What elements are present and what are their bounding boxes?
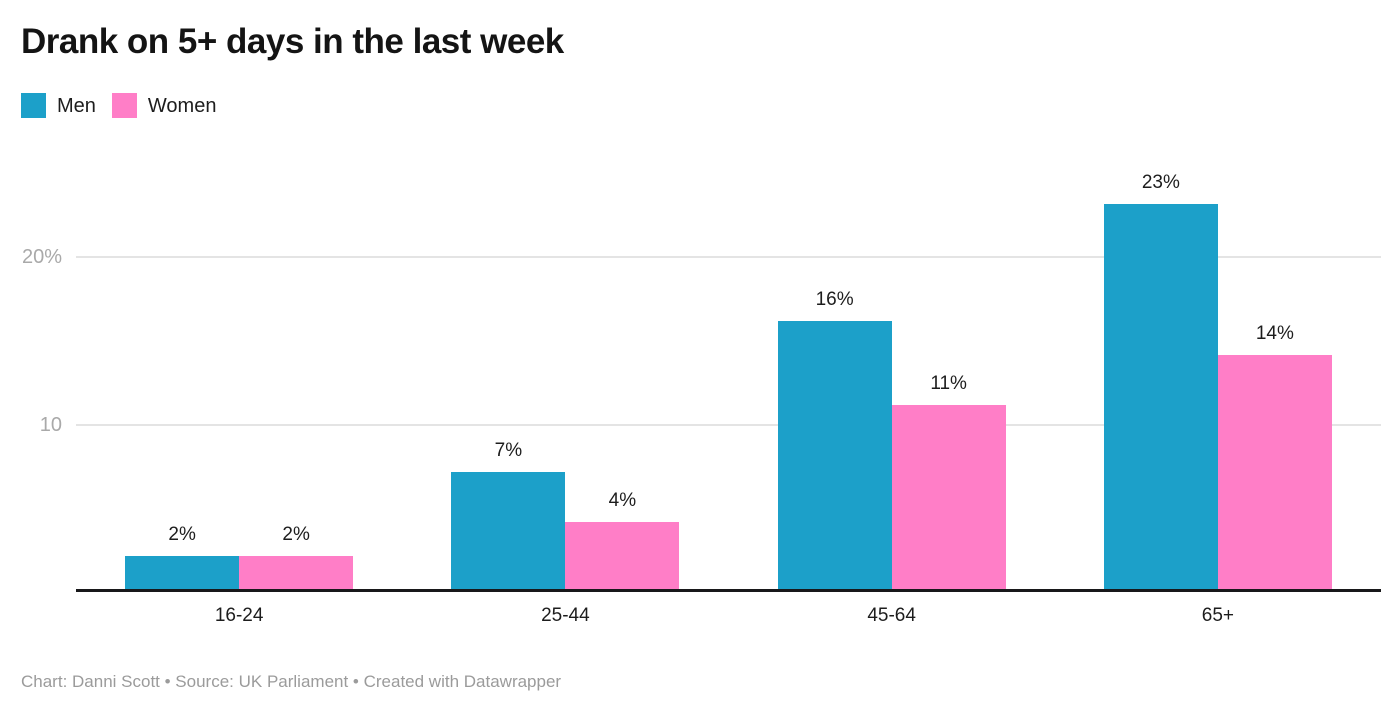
bar-men-25-44[interactable] xyxy=(451,471,566,589)
bar-women-25-44[interactable] xyxy=(565,522,680,589)
value-label: 14% xyxy=(1255,322,1294,344)
value-label: 2% xyxy=(282,523,310,545)
legend-label-men: Men xyxy=(57,94,96,117)
bar-men-16-24[interactable] xyxy=(125,555,240,589)
x-axis-tick-label: 25-44 xyxy=(541,605,590,626)
legend-item-men: Men xyxy=(21,93,96,118)
value-label: 7% xyxy=(494,439,523,461)
y-axis-tick-label: 20% xyxy=(21,246,62,268)
legend: Men Women xyxy=(21,93,216,118)
bar-women-65+[interactable] xyxy=(1217,354,1332,589)
x-axis-tick-label: 45-64 xyxy=(867,605,916,626)
x-axis-line xyxy=(76,589,1381,592)
legend-label-women: Women xyxy=(147,94,217,117)
y-axis-tick-label: 10 xyxy=(39,413,62,436)
bar-women-45-64[interactable] xyxy=(891,404,1006,589)
x-axis-tick-label: 65+ xyxy=(1201,605,1234,626)
women-color-swatch xyxy=(111,93,137,118)
x-axis-tick-label: 16-24 xyxy=(214,605,264,626)
bar-men-45-64[interactable] xyxy=(777,321,892,589)
y-gridline xyxy=(76,423,1381,426)
value-label: 16% xyxy=(815,289,854,310)
legend-item-women: Women xyxy=(111,93,217,118)
men-color-swatch xyxy=(21,93,46,118)
chart-footer: Chart: Danni Scott • Source: UK Parliame… xyxy=(21,672,562,691)
value-label: 23% xyxy=(1141,171,1180,193)
value-label: 4% xyxy=(608,490,637,511)
value-label: 11% xyxy=(930,372,967,394)
y-gridline xyxy=(76,256,1381,258)
bar-women-16-24[interactable] xyxy=(239,555,354,589)
bar-men-65+[interactable] xyxy=(1103,203,1218,589)
chart-title: Drank on 5+ days in the last week xyxy=(21,22,564,61)
value-label: 2% xyxy=(168,523,196,545)
